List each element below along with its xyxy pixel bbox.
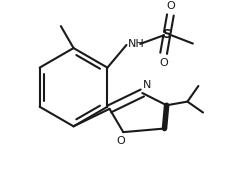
Text: NH: NH bbox=[128, 39, 145, 49]
Text: N: N bbox=[143, 80, 152, 90]
Text: S: S bbox=[163, 28, 172, 41]
Text: O: O bbox=[117, 136, 125, 146]
Text: O: O bbox=[159, 58, 168, 68]
Text: O: O bbox=[166, 1, 175, 11]
